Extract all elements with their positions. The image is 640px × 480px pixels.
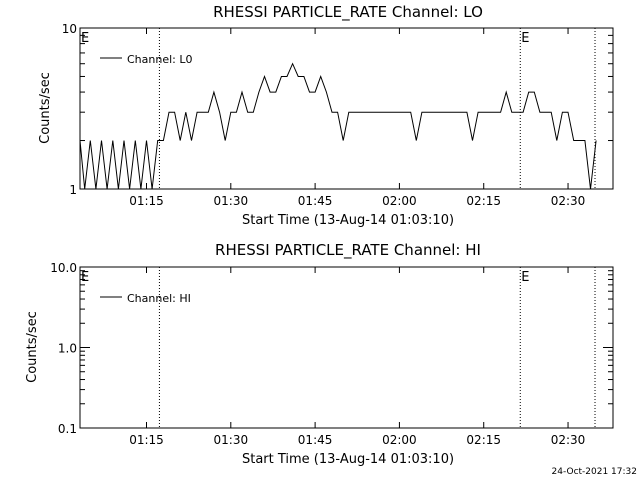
chart1-frame [79, 27, 614, 190]
chart2-marker-label: E [521, 270, 529, 285]
chart1-xtick-label: 02:15 [466, 194, 501, 208]
chart2-xtick-label: 02:30 [551, 433, 586, 447]
chart1-xtick-label: 01:30 [214, 194, 249, 208]
chart2-ytick-label: 0.1 [58, 422, 77, 436]
chart2-xlabel: Start Time (13-Aug-14 01:03:10) [242, 452, 454, 467]
chart2-xtick-label: 01:45 [298, 433, 333, 447]
chart1-xtick-label: 01:45 [298, 194, 333, 208]
chart1-marker-label: E [521, 31, 529, 46]
chart2-xtick-label: 01:30 [214, 433, 249, 447]
chart2-xtick-label: 02:15 [466, 433, 501, 447]
chart1-series-line [79, 62, 597, 190]
chart2-marker-label: E [81, 270, 89, 285]
chart1-xtick-label: 02:30 [551, 194, 586, 208]
chart2-ylabel: Counts/sec [25, 311, 40, 383]
chart2-xtick-label: 02:00 [382, 433, 417, 447]
footer-timestamp: 24-Oct-2021 17:32 [552, 467, 637, 477]
chart2-legend-label: Channel: HI [127, 292, 191, 305]
chart2-ytick-label: 1.0 [58, 342, 77, 356]
chart1-xtick-label: 01:15 [129, 194, 164, 208]
chart1-title: RHESSI PARTICLE_RATE Channel: LO [213, 3, 483, 22]
chart1-ytick-label: 10 [62, 22, 77, 36]
chart2-title: RHESSI PARTICLE_RATE Channel: HI [215, 241, 481, 260]
chart1-ytick-label: 1 [69, 183, 77, 197]
chart1-xtick-label: 02:00 [382, 194, 417, 208]
chart2-xtick-label: 01:15 [129, 433, 164, 447]
chart1-marker-label: E [81, 31, 89, 46]
chart2-ytick-label: 10.0 [50, 261, 77, 275]
chart1-legend-label: Channel: L0 [127, 53, 193, 66]
chart1-xlabel: Start Time (13-Aug-14 01:03:10) [242, 213, 454, 228]
chart1-ylabel: Counts/sec [38, 72, 53, 144]
